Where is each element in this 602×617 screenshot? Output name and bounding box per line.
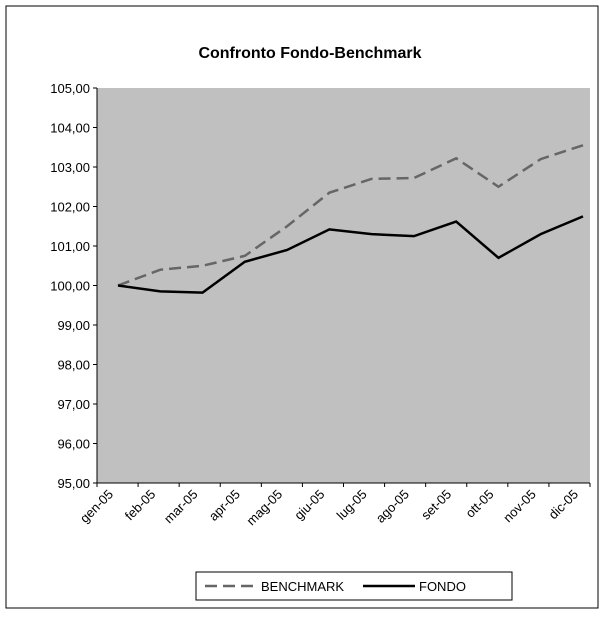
y-tick-label: 98,00 — [57, 358, 90, 373]
legend-label: BENCHMARK — [261, 579, 344, 594]
plot-area — [97, 88, 590, 483]
legend-label: FONDO — [419, 579, 466, 594]
y-tick-label: 105,00 — [50, 81, 90, 96]
chart-title: Confronto Fondo-Benchmark — [198, 45, 421, 62]
y-tick-label: 104,00 — [50, 121, 90, 136]
y-tick-label: 97,00 — [57, 397, 90, 412]
y-tick-label: 102,00 — [50, 200, 90, 215]
y-tick-label: 103,00 — [50, 160, 90, 175]
y-tick-label: 96,00 — [57, 437, 90, 452]
y-tick-label: 100,00 — [50, 279, 90, 294]
y-tick-label: 101,00 — [50, 239, 90, 254]
y-tick-label: 99,00 — [57, 318, 90, 333]
series-line — [117, 215, 584, 294]
y-tick-label: 95,00 — [57, 476, 90, 491]
series-line — [117, 144, 584, 287]
